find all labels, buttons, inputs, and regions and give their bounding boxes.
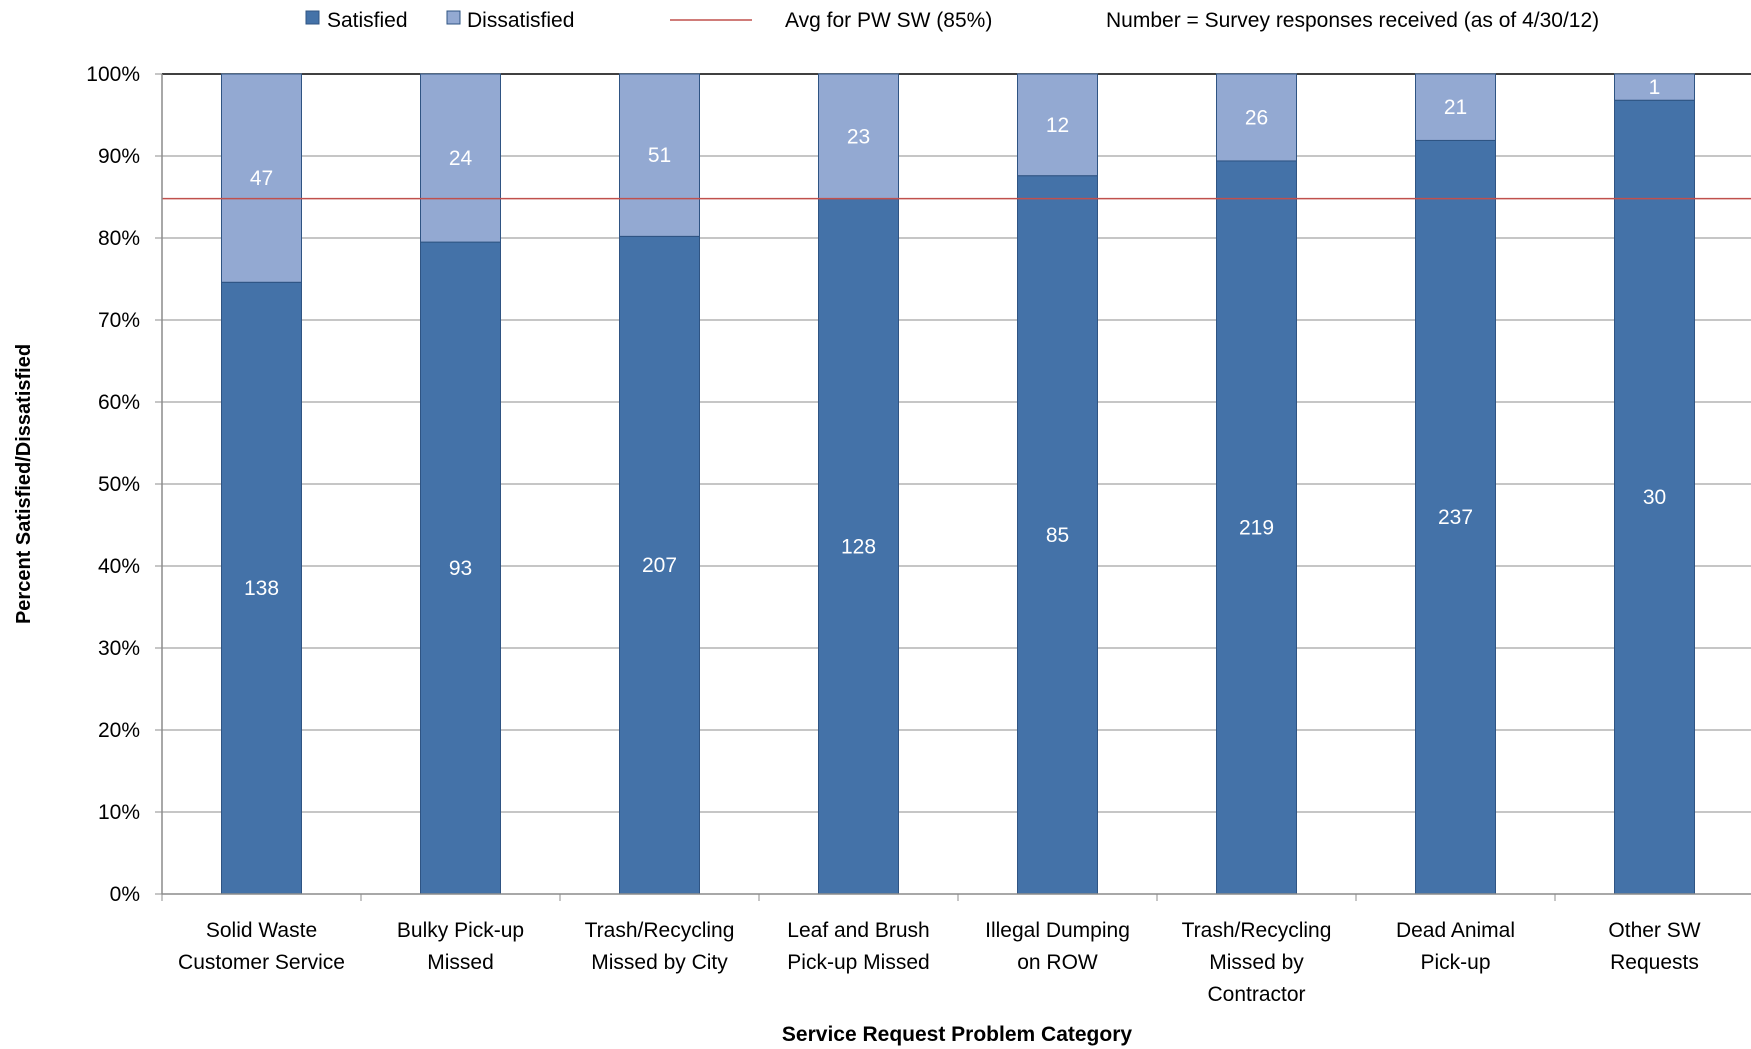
x-axis-title: Service Request Problem Category bbox=[782, 1023, 1132, 1046]
x-tick-label-line: Missed by City bbox=[591, 951, 728, 974]
data-label-satisfied: 138 bbox=[244, 577, 279, 600]
x-tick-label: Other SW Requests bbox=[1608, 919, 1700, 974]
bar-dissatisfied bbox=[221, 73, 302, 283]
x-tick-label: Bulky Pick-up Missed bbox=[397, 919, 524, 974]
data-label-dissatisfied: 12 bbox=[1046, 114, 1069, 137]
y-tick-label: 80% bbox=[98, 227, 140, 250]
x-tick-label-line: Dead Animal bbox=[1396, 919, 1515, 942]
data-label-satisfied: 93 bbox=[449, 557, 472, 580]
bar-dissatisfied bbox=[1017, 73, 1098, 177]
data-label-dissatisfied: 24 bbox=[449, 147, 473, 170]
bar-dissatisfied bbox=[1415, 73, 1496, 141]
gridlines bbox=[155, 73, 1751, 895]
data-label-satisfied: 207 bbox=[642, 554, 677, 577]
y-axis-title: Percent Satisfied/Dissatisfied bbox=[13, 344, 35, 624]
x-tick-label-line: Other SW bbox=[1608, 919, 1700, 942]
legend-note: Number = Survey responses received (as o… bbox=[1106, 9, 1599, 32]
x-tick-label-line: on ROW bbox=[1017, 951, 1098, 974]
y-tick-labels: 0% 10% 20% 30% 40% 50% 60% 70% 80% 90% 100% bbox=[86, 63, 140, 906]
y-tick-label: 30% bbox=[98, 637, 140, 660]
x-tick-label-line: Pick-up bbox=[1420, 951, 1490, 974]
x-tick-label-line: Solid Waste bbox=[206, 919, 317, 942]
legend-swatch-dissatisfied bbox=[446, 10, 461, 25]
y-tick-label: 20% bbox=[98, 719, 140, 742]
x-tick-label: Illegal Dumping on ROW bbox=[985, 919, 1130, 974]
data-label-satisfied: 30 bbox=[1643, 486, 1666, 509]
data-label-dissatisfied: 1 bbox=[1649, 76, 1661, 99]
x-tick-label-line: Leaf and Brush bbox=[787, 919, 929, 942]
bar-satisfied bbox=[818, 198, 899, 895]
x-tick-label-line: Trash/Recycling bbox=[585, 919, 735, 942]
data-label-dissatisfied: 51 bbox=[648, 144, 671, 167]
legend-label-dissatisfied: Dissatisfied bbox=[467, 9, 574, 32]
x-tick-label-line: Pick-up Missed bbox=[787, 951, 929, 974]
bar-satisfied bbox=[1415, 139, 1496, 895]
x-tick-labels: Solid Waste Customer Service Bulky Pick-up… bbox=[178, 919, 1701, 1006]
y-tick-label: 100% bbox=[86, 63, 140, 86]
y-tick-label: 40% bbox=[98, 555, 140, 578]
x-tick-label: Trash/Recycling Missed by City bbox=[585, 919, 735, 974]
bar-satisfied bbox=[1017, 175, 1098, 895]
data-label-satisfied: 128 bbox=[841, 535, 876, 558]
bars: 138 47 93 24 207 51 128 23 85 12 219 26 237 21 30 1 bbox=[221, 73, 1695, 895]
x-tick-label-line: Customer Service bbox=[178, 951, 345, 974]
bar-dissatisfied bbox=[1614, 73, 1695, 101]
y-tick-label: 10% bbox=[98, 801, 140, 824]
x-tick-label-line: Contractor bbox=[1207, 983, 1305, 1006]
legend-label-satisfied: Satisfied bbox=[327, 9, 408, 32]
bar-dissatisfied bbox=[420, 73, 501, 243]
x-tick-label-line: Missed by bbox=[1209, 951, 1304, 974]
data-label-satisfied: 219 bbox=[1239, 516, 1274, 539]
x-tick-label-line: Missed bbox=[427, 951, 494, 974]
bar-dissatisfied bbox=[818, 73, 899, 200]
x-tick-label: Dead Animal Pick-up bbox=[1396, 919, 1515, 974]
data-label-dissatisfied: 23 bbox=[847, 125, 870, 148]
data-label-dissatisfied: 47 bbox=[250, 167, 273, 190]
y-tick-label: 0% bbox=[110, 883, 140, 906]
bar-dissatisfied bbox=[1216, 73, 1297, 162]
bar-satisfied bbox=[619, 235, 700, 895]
x-tick-label: Solid Waste Customer Service bbox=[178, 919, 345, 974]
y-tick-label: 70% bbox=[98, 309, 140, 332]
x-tick-label-line: Requests bbox=[1610, 951, 1699, 974]
bar-dissatisfied bbox=[619, 73, 700, 237]
x-tick-label-line: Bulky Pick-up bbox=[397, 919, 524, 942]
data-label-satisfied: 85 bbox=[1046, 524, 1069, 547]
bar-satisfied bbox=[1216, 160, 1297, 895]
bar-satisfied bbox=[1614, 99, 1695, 895]
legend-label-avg: Avg for PW SW (85%) bbox=[785, 9, 992, 32]
legend-swatch-satisfied bbox=[305, 10, 320, 25]
y-tick-label: 50% bbox=[98, 473, 140, 496]
x-tick-label-line: Illegal Dumping bbox=[985, 919, 1130, 942]
axes bbox=[161, 74, 1751, 901]
x-tick-label: Trash/Recycling Missed by Contractor bbox=[1182, 919, 1332, 1006]
legend: Satisfied Dissatisfied Avg for PW SW (85… bbox=[305, 9, 1599, 32]
data-label-dissatisfied: 26 bbox=[1245, 106, 1268, 129]
x-tick-label-line: Trash/Recycling bbox=[1182, 919, 1332, 942]
data-label-satisfied: 237 bbox=[1438, 506, 1473, 529]
data-label-dissatisfied: 21 bbox=[1444, 96, 1467, 119]
y-tick-label: 60% bbox=[98, 391, 140, 414]
x-tick-label: Leaf and Brush Pick-up Missed bbox=[787, 919, 929, 974]
y-tick-label: 90% bbox=[98, 145, 140, 168]
